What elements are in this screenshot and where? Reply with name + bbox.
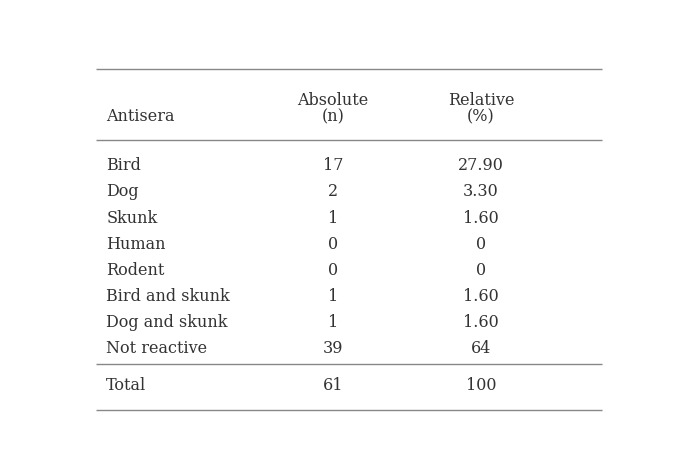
Text: 3.30: 3.30 xyxy=(463,183,498,200)
Text: Bird and skunk: Bird and skunk xyxy=(106,288,230,305)
Text: Human: Human xyxy=(106,236,165,253)
Text: 39: 39 xyxy=(323,340,343,357)
Text: 100: 100 xyxy=(466,377,496,394)
Text: Not reactive: Not reactive xyxy=(106,340,207,357)
Text: 1: 1 xyxy=(328,288,338,305)
Text: Dog and skunk: Dog and skunk xyxy=(106,314,227,331)
Text: Antisera: Antisera xyxy=(106,108,175,125)
Text: 1.60: 1.60 xyxy=(463,210,498,227)
Text: 17: 17 xyxy=(323,157,343,174)
Text: Skunk: Skunk xyxy=(106,210,157,227)
Text: 1.60: 1.60 xyxy=(463,288,498,305)
Text: Dog: Dog xyxy=(106,183,139,200)
Text: (%): (%) xyxy=(467,108,495,125)
Text: Bird: Bird xyxy=(106,157,141,174)
Text: 1: 1 xyxy=(328,210,338,227)
Text: 1.60: 1.60 xyxy=(463,314,498,331)
Text: 0: 0 xyxy=(328,262,338,279)
Text: Relative: Relative xyxy=(447,92,514,109)
Text: 0: 0 xyxy=(328,236,338,253)
Text: Rodent: Rodent xyxy=(106,262,165,279)
Text: (n): (n) xyxy=(321,108,345,125)
Text: 64: 64 xyxy=(471,340,491,357)
Text: 0: 0 xyxy=(476,236,486,253)
Text: 61: 61 xyxy=(323,377,343,394)
Text: 27.90: 27.90 xyxy=(458,157,504,174)
Text: 2: 2 xyxy=(328,183,338,200)
Text: 0: 0 xyxy=(476,262,486,279)
Text: 1: 1 xyxy=(328,314,338,331)
Text: Absolute: Absolute xyxy=(298,92,369,109)
Text: Total: Total xyxy=(106,377,146,394)
